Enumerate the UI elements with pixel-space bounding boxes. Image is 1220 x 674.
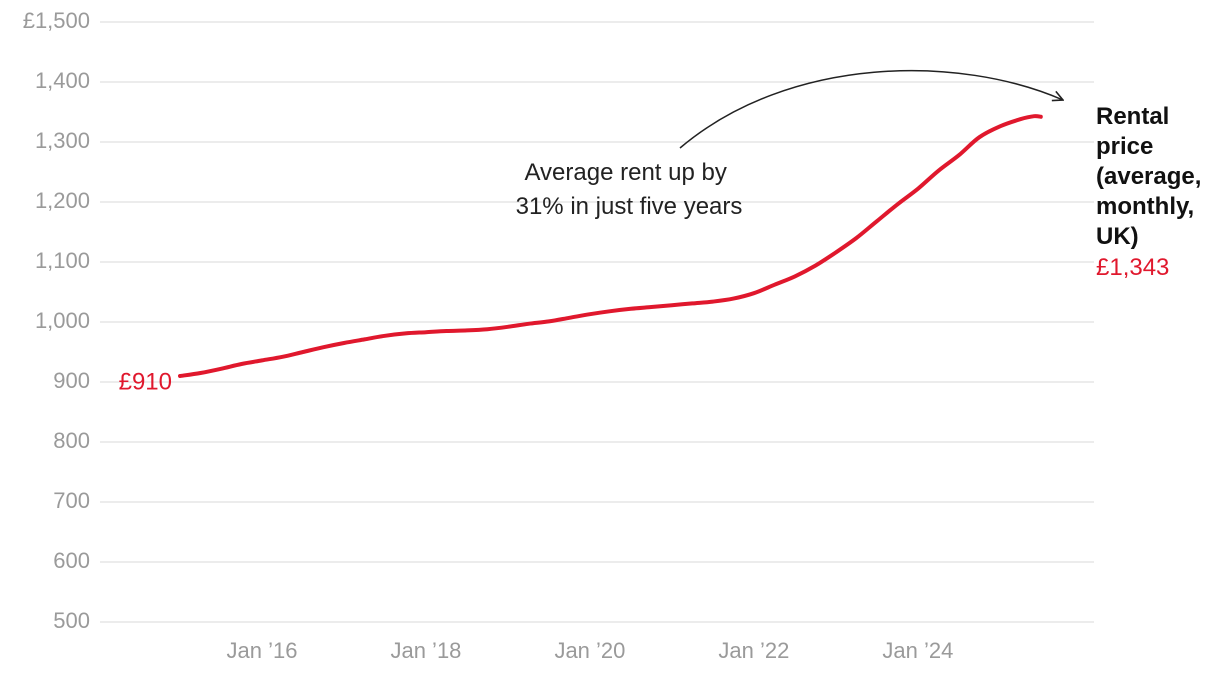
start-value-label: £910	[119, 368, 172, 395]
y-tick-label: 500	[53, 608, 90, 633]
y-tick-label: 700	[53, 488, 90, 513]
series-label-line: monthly,	[1096, 193, 1194, 220]
series-label-line: price	[1096, 133, 1153, 160]
y-axis-tick-labels: £1,500 1,400 1,300 1,200 1,100 1,000 900 800 700…	[23, 8, 90, 633]
series-label: Rental price (average, monthly, UK)	[1096, 103, 1208, 250]
y-tick-label: 1,000	[35, 308, 90, 333]
x-tick-label: Jan ’24	[882, 638, 953, 663]
y-tick-label: £1,500	[23, 8, 90, 33]
end-value-label: £1,343	[1096, 254, 1169, 281]
y-tick-label: 1,400	[35, 68, 90, 93]
gridlines	[100, 21, 1094, 623]
annotation-arrow	[679, 69, 1063, 149]
x-tick-label: Jan ’18	[390, 638, 461, 663]
series-lines	[178, 114, 1043, 378]
x-tick-label: Jan ’22	[718, 638, 789, 663]
y-tick-label: 1,300	[35, 128, 90, 153]
y-tick-label: 1,100	[35, 248, 90, 273]
y-tick-label: 800	[53, 428, 90, 453]
x-tick-label: Jan ’16	[227, 638, 298, 663]
annotation-line: 31% in just five years	[516, 193, 743, 220]
series-label-line: UK)	[1096, 223, 1139, 250]
series-line	[178, 114, 1043, 378]
annotation-text: Average rent up by 31% in just five year…	[516, 159, 743, 220]
y-tick-label: 900	[53, 368, 90, 393]
annotation-line: Average rent up by	[524, 159, 726, 186]
x-tick-label: Jan ’20	[554, 638, 625, 663]
y-tick-label: 1,200	[35, 188, 90, 213]
series-label-line: (average,	[1096, 163, 1201, 190]
series-label-line: Rental	[1096, 103, 1169, 130]
y-tick-label: 600	[53, 548, 90, 573]
x-axis-tick-labels: Jan ’16 Jan ’18 Jan ’20 Jan ’22 Jan ’24	[227, 638, 954, 663]
